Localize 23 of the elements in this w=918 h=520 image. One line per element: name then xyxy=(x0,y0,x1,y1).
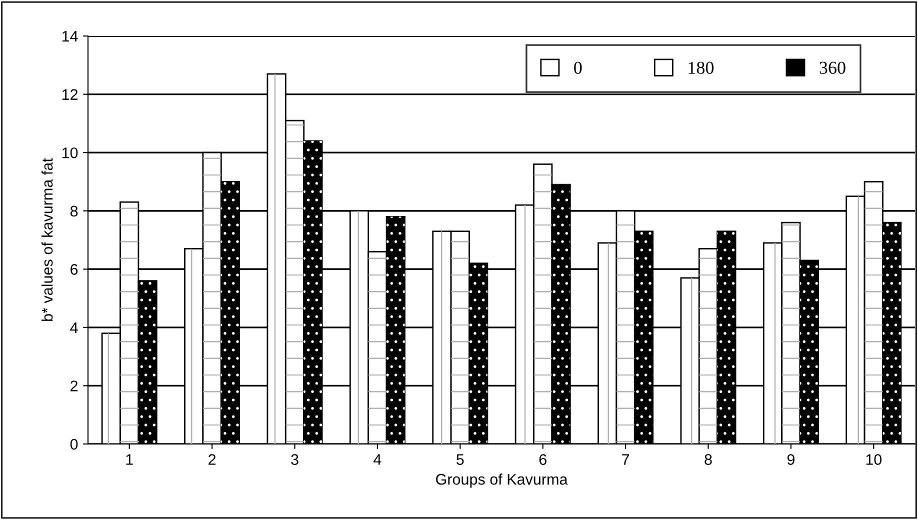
x-tick-label: 3 xyxy=(291,454,298,465)
x-tick-label: 7 xyxy=(622,454,630,465)
legend-label: 180 xyxy=(688,62,714,74)
y-tick-label: 0 xyxy=(70,438,78,450)
x-tick-label: 4 xyxy=(374,454,382,465)
y-tick-label: 8 xyxy=(70,206,78,217)
x-tick-label: 6 xyxy=(539,454,546,465)
y-tick-label: 2 xyxy=(70,380,78,392)
x-tick-label: 5 xyxy=(456,454,464,465)
x-tick-label: 1 xyxy=(126,454,133,465)
x-tick-label: 2 xyxy=(208,454,216,465)
x-tick-label: 8 xyxy=(704,454,712,465)
legend-label: 360 xyxy=(820,62,846,74)
x-axis-title: Groups of Kavurma xyxy=(436,474,568,488)
y-tick-label: 6 xyxy=(70,264,78,275)
y-tick-label: 14 xyxy=(62,31,78,42)
y-axis-title: b* values of kavurma fat xyxy=(41,158,53,321)
y-tick-label: 10 xyxy=(62,147,78,158)
legend-label: 0 xyxy=(574,62,582,74)
x-tick-label: 10 xyxy=(866,454,882,465)
y-tick-label: 4 xyxy=(70,322,78,333)
y-tick-label: 12 xyxy=(62,89,78,100)
x-tick-label: 9 xyxy=(787,454,794,465)
